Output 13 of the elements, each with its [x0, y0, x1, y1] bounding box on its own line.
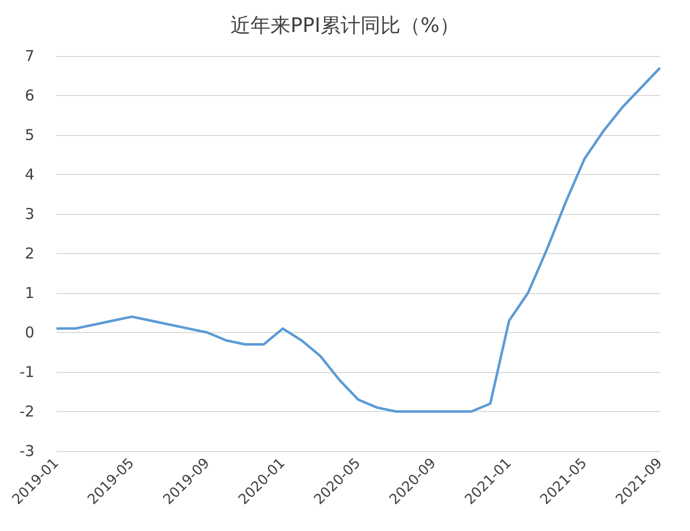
y-tick-label: 5 [24, 126, 34, 144]
y-tick-label: 3 [24, 205, 34, 223]
y-tick-label: 1 [24, 284, 34, 302]
y-tick-label: 4 [24, 166, 34, 184]
y-tick-label: 2 [24, 244, 34, 262]
y-tick-label: -1 [19, 363, 34, 381]
chart-title: 近年来PPI累计同比（%） [230, 13, 460, 37]
line-series [55, 66, 662, 413]
y-tick-label: -3 [19, 442, 34, 460]
y-tick-label: 0 [24, 324, 34, 342]
y-tick-label: -2 [19, 402, 34, 420]
y-tick-label: 7 [24, 47, 34, 65]
y-tick-label: 6 [24, 86, 34, 104]
